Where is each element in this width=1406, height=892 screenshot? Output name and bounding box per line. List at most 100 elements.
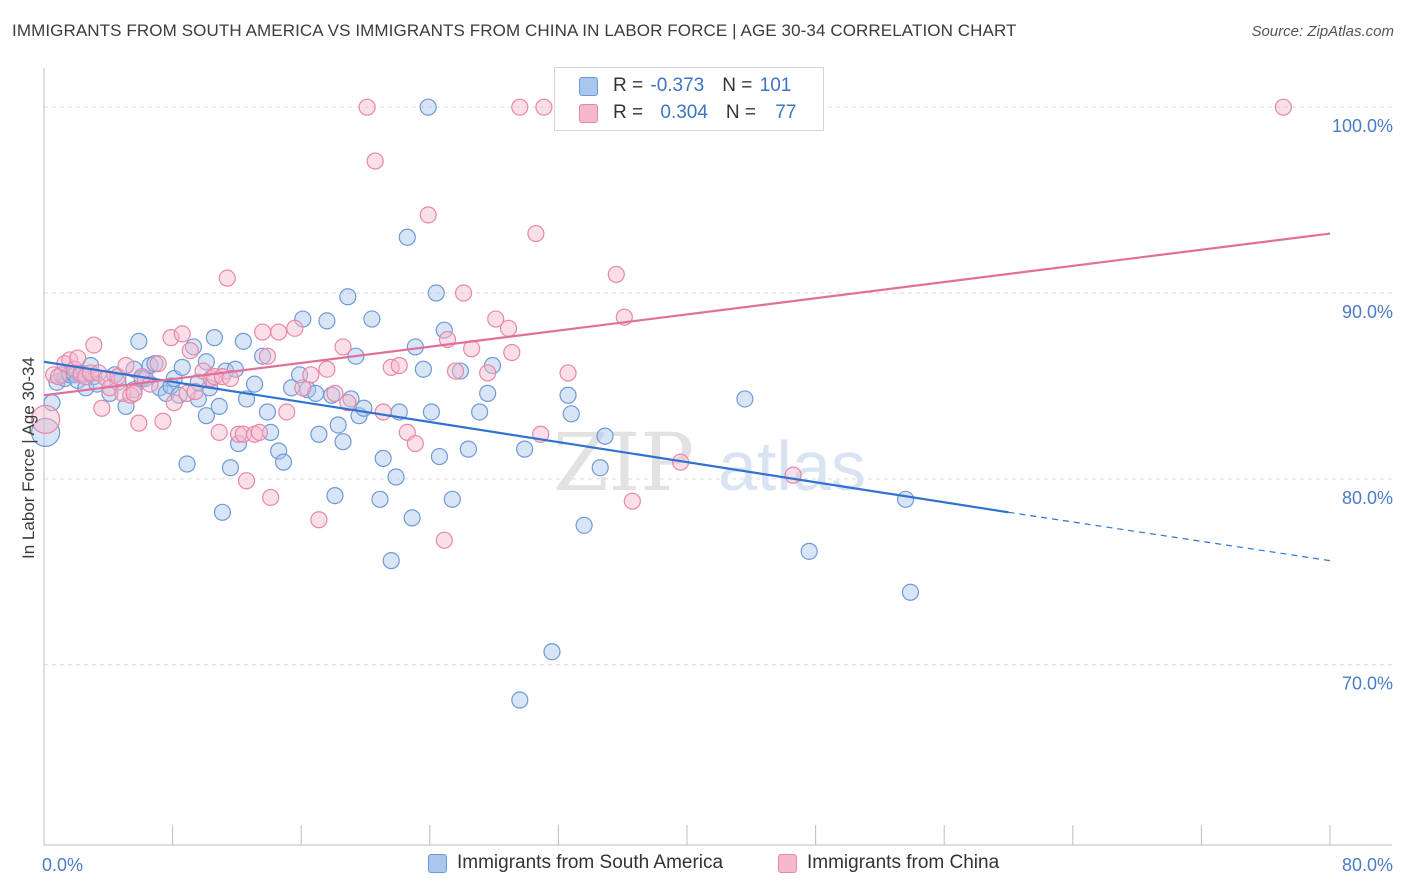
legend-row-pink: R = 0.304 N = 77 <box>613 100 796 126</box>
scatter-point-pink <box>270 323 288 341</box>
scatter-point-pink <box>406 434 424 453</box>
legend-r-value: -0.373 <box>650 75 705 96</box>
scatter-point-blue <box>459 440 477 458</box>
scatter-point-pink <box>130 414 148 432</box>
scatter-point-blue <box>422 403 441 421</box>
scatter-point-pink <box>294 379 312 397</box>
scatter-point-pink <box>499 319 518 337</box>
x-tick-label: 0.0% <box>42 855 83 875</box>
scatter-point-blue <box>398 228 416 246</box>
scatter-point-pink <box>69 349 87 367</box>
scatter-point-pink <box>262 488 280 507</box>
legend-n-label: N = <box>722 75 758 96</box>
scatter-point-pink <box>254 323 272 341</box>
scatter-point-blue <box>234 332 252 350</box>
scatter-point-pink <box>221 369 240 388</box>
scatter-point-blue <box>443 490 461 508</box>
scatter-point-pink <box>237 472 256 490</box>
scatter-point-blue <box>197 353 215 371</box>
y-tick-label: 70.0% <box>1342 674 1393 694</box>
scatter-point-blue <box>318 312 336 330</box>
scatter-point-blue <box>427 284 445 302</box>
x-tick-label: 80.0% <box>1342 855 1393 875</box>
scatter-point-blue <box>213 503 232 521</box>
scatter-point-pink <box>607 265 625 284</box>
scatter-point-blue <box>596 427 614 445</box>
points-layer <box>31 98 1292 709</box>
source-credit: Source: ZipAtlas.com <box>1251 23 1394 40</box>
scatter-point-pink <box>358 98 376 116</box>
scatter-point-blue <box>125 381 143 399</box>
scatter-point-pink <box>326 384 344 402</box>
scatter-point-blue <box>897 490 915 508</box>
scatter-point-pink <box>366 152 384 170</box>
scatter-point-pink <box>479 364 497 382</box>
axis-layer: 100.0% 90.0% 80.0% 70.0% 0.0% 80.0% <box>42 68 1393 875</box>
scatter-point-pink <box>535 98 553 116</box>
chart-title: IMMIGRANTS FROM SOUTH AMERICA VS IMMIGRA… <box>12 21 1017 40</box>
scatter-point-blue <box>451 362 469 380</box>
correlation-legend: R = -0.373 N = 101 R = 0.304 N = 77 <box>554 67 824 131</box>
scatter-point-blue <box>511 691 529 709</box>
scatter-point-pink <box>165 394 183 412</box>
y-tick-label: 100.0% <box>1332 116 1393 136</box>
scatter-point-pink <box>93 399 111 417</box>
scatter-point-pink <box>435 531 453 549</box>
scatter-point-blue <box>363 310 381 328</box>
legend-swatch-pink <box>579 104 598 123</box>
scatter-point-blue <box>205 329 223 347</box>
series-swatch-pink <box>778 853 797 873</box>
scatter-point-pink <box>419 206 437 224</box>
scatter-point-pink <box>154 412 172 430</box>
scatter-point-pink <box>784 466 802 484</box>
trend-line-extension-blue <box>1008 511 1331 562</box>
scatter-point-blue <box>559 386 577 404</box>
scatter-point-blue <box>117 397 135 415</box>
scatter-point-pink <box>181 342 199 360</box>
y-axis-label: In Labor Force | Age 30-34 <box>19 357 38 559</box>
scatter-point-pink <box>186 382 204 401</box>
scatter-point-pink <box>302 366 320 384</box>
scatter-point-pink <box>334 338 352 356</box>
trend-line-pink <box>43 232 1331 397</box>
scatter-point-blue <box>403 509 421 527</box>
scatter-point-blue <box>329 416 347 434</box>
scatter-point-blue <box>254 347 272 365</box>
scatter-point-blue <box>800 542 818 560</box>
scatter-point-blue <box>130 332 148 350</box>
watermark-atlas: atlas <box>718 427 866 505</box>
scatter-point-pink <box>125 384 143 402</box>
scatter-point-blue <box>258 403 277 421</box>
scatter-point-pink <box>250 423 269 442</box>
y-tick-label: 90.0% <box>1342 302 1393 322</box>
scatter-point-pink <box>339 394 357 412</box>
scatter-point-pink <box>503 343 521 362</box>
scatter-point-blue <box>471 403 489 421</box>
legend-r-label: R = <box>613 75 649 96</box>
scatter-point-blue <box>419 98 437 116</box>
scatter-point-blue <box>387 468 405 486</box>
scatter-point-pink <box>258 347 277 365</box>
scatter-point-blue <box>430 447 449 466</box>
scatter-point-blue <box>31 417 61 448</box>
y-tick-label: 80.0% <box>1342 488 1393 508</box>
scatter-point-blue <box>197 407 215 425</box>
scatter-point-blue <box>382 552 400 570</box>
scatter-point-pink <box>390 356 408 375</box>
scatter-point-blue <box>229 434 248 453</box>
scatter-point-pink <box>141 375 159 393</box>
scatter-point-pink <box>149 355 167 373</box>
scatter-point-blue <box>371 490 389 508</box>
legend-n-value: 77 <box>775 102 797 123</box>
scatter-point-pink <box>446 362 465 380</box>
scatter-point-blue <box>901 583 920 601</box>
trend-line-blue <box>43 360 1009 514</box>
scatter-point-blue <box>334 433 352 451</box>
legend-n-value: 101 <box>759 75 792 96</box>
scatter-point-pink <box>310 511 328 529</box>
series-legend: Immigrants from South America Immigrants… <box>0 852 1406 878</box>
scatter-point-pink <box>623 492 641 510</box>
scatter-point-blue <box>414 360 432 378</box>
legend-r-value: 0.304 <box>660 102 708 123</box>
scatter-point-pink <box>487 310 505 328</box>
